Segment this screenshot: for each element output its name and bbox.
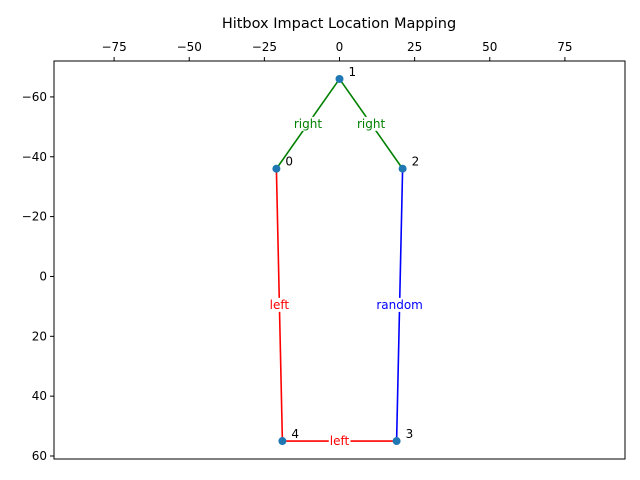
edge-label: random [376, 298, 423, 312]
edges-layer [275, 78, 404, 442]
x-tick-label: 0 [336, 40, 344, 54]
y-tick-label: 20 [32, 329, 47, 343]
y-tick-label: −60 [22, 90, 47, 104]
data-point [278, 437, 287, 446]
y-tick-label: 60 [32, 449, 47, 463]
x-tick-label: 75 [557, 40, 572, 54]
point-label: 0 [285, 155, 293, 169]
data-point [392, 437, 401, 446]
edge-label: left [270, 298, 290, 312]
data-point [272, 164, 281, 173]
edge-label-background [375, 297, 424, 312]
y-axis-left: −60 −40 −20 0 20 40 60 [22, 90, 54, 463]
edge-label-background [268, 297, 291, 312]
point-label: 1 [349, 65, 357, 79]
x-tick-label: −25 [252, 40, 277, 54]
chart-title: Hitbox Impact Location Mapping [222, 16, 456, 32]
y-tick-label: 0 [39, 269, 47, 283]
edge-labels-layer: right right random left left [268, 116, 424, 449]
data-point [335, 74, 344, 83]
data-point [398, 164, 407, 173]
point-labels-layer: 0 1 2 3 4 [285, 65, 419, 441]
x-tick-label: 50 [482, 40, 497, 54]
edge-label-background [355, 116, 387, 131]
edge-label: right [357, 117, 385, 131]
y-tick-label: −40 [22, 150, 47, 164]
points-layer [272, 74, 407, 446]
point-label: 3 [406, 427, 414, 441]
x-tick-label: −75 [101, 40, 126, 54]
edge-label-background [292, 116, 324, 131]
x-tick-label: 25 [407, 40, 422, 54]
point-label: 2 [412, 155, 420, 169]
point-label: 4 [291, 427, 299, 441]
y-tick-label: 40 [32, 389, 47, 403]
x-axis-top: −75 −50 −25 0 25 50 75 [101, 40, 573, 61]
edge-label: right [294, 117, 322, 131]
edge-label: left [330, 434, 350, 448]
edge-label-background [328, 434, 351, 449]
plot-frame [53, 60, 626, 460]
y-tick-label: −20 [22, 210, 47, 224]
x-tick-label: −50 [177, 40, 202, 54]
